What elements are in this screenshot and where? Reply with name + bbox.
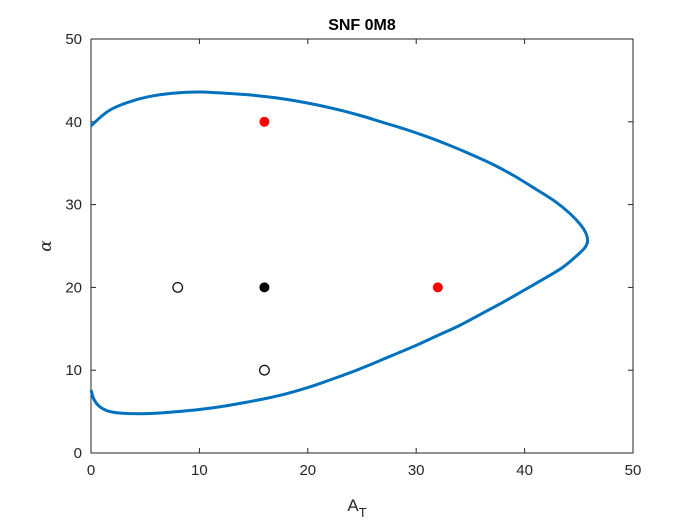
plot-area [90,38,634,454]
tick-labels: 0 10 20 30 40 50 0 10 20 30 40 50 [65,31,641,479]
y-axis-label: α [36,240,56,252]
x-axis-label-subscript: T [359,505,367,520]
y-tick-label: 0 [74,445,82,462]
x-tick-label: 0 [87,462,95,479]
x-tick-label: 50 [625,462,642,479]
y-tick-label: 10 [65,362,82,379]
open-point [259,364,270,376]
chart-title: SNF 0M8 [328,17,396,34]
y-tick-label: 20 [65,279,82,296]
y-tick-label: 30 [65,197,82,214]
x-tick-label: 20 [299,462,316,479]
filled-point [259,116,270,127]
boundary-curve [89,90,590,416]
filled-point [259,282,270,293]
filled-point [432,282,443,293]
y-tick-label: 40 [65,114,82,131]
x-tick-label: 30 [408,462,425,479]
x-axis-label-main: A [347,496,359,515]
x-axis-label: AT [347,496,366,520]
x-tick-label: 10 [191,462,208,479]
tick-marks [90,38,634,454]
y-tick-label: 50 [65,31,82,48]
open-point [172,282,184,293]
data-points [172,116,443,376]
x-tick-label: 40 [516,462,533,479]
